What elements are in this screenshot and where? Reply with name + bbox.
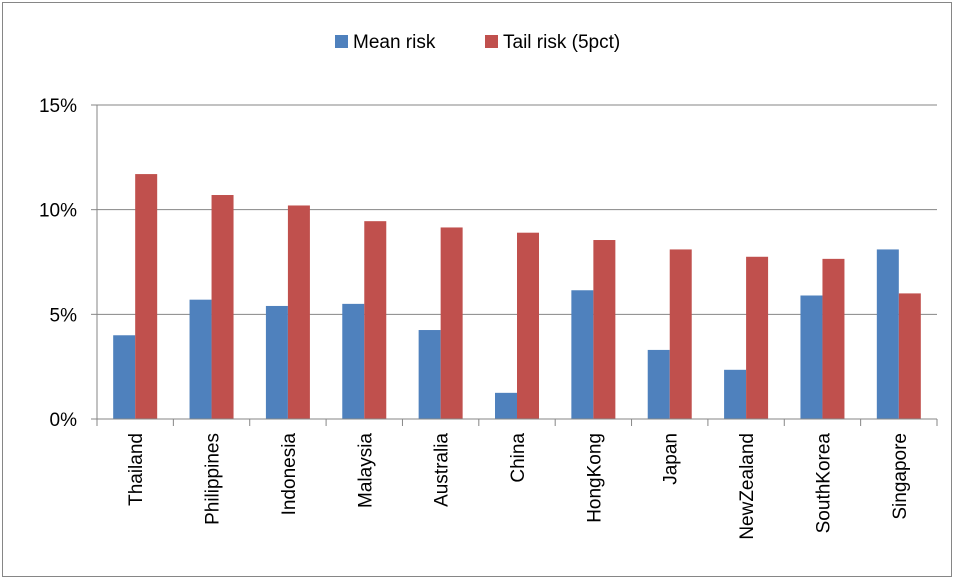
bar-tail-risk-malaysia [364, 221, 387, 419]
bar-mean-risk-hongkong [571, 290, 594, 419]
x-tick-label: Singapore [890, 433, 911, 520]
bar-tail-risk-singapore [898, 293, 921, 419]
x-tick-label: Thailand [126, 433, 147, 506]
x-tick-label: NewZealand [737, 433, 758, 540]
y-tick-label: 5% [50, 305, 78, 326]
bars [113, 174, 921, 419]
y-tick-label: 15% [39, 96, 77, 117]
y-tick-label: 10% [39, 201, 77, 222]
x-tick-label: Philippines [203, 433, 224, 525]
bar-mean-risk-australia [418, 330, 441, 419]
x-tick-label: China [508, 433, 529, 483]
bar-tail-risk-thailand [135, 174, 158, 419]
bar-mean-risk-newzealand [724, 369, 747, 419]
y-tick-label: 0% [50, 410, 78, 431]
bar-tail-risk-indonesia [287, 205, 310, 419]
x-tick-label: Japan [661, 433, 682, 485]
bar-tail-risk-southkorea [822, 258, 845, 419]
legend-label-tail-risk: Tail risk (5pct) [503, 32, 620, 53]
legend-swatch-tail-risk [485, 35, 498, 48]
x-tick-label: Indonesia [279, 433, 300, 516]
x-tick-label: Malaysia [355, 433, 376, 508]
bar-mean-risk-philippines [189, 299, 212, 419]
bar-mean-risk-southkorea [800, 295, 823, 419]
bar-tail-risk-japan [669, 249, 692, 419]
legend-swatch-mean-risk [335, 35, 348, 48]
bar-chart: 0% 5% 10% 15% Thailand Philippines Indonesia M… [39, 32, 938, 540]
bar-tail-risk-hongkong [593, 240, 616, 419]
legend: Mean risk Tail risk (5pct) [335, 32, 620, 53]
y-tick-labels: 0% 5% 10% 15% [39, 96, 77, 431]
x-tick-labels: Thailand Philippines Indonesia Malaysia Aust… [126, 433, 911, 540]
bar-tail-risk-china [517, 232, 539, 419]
axes [91, 104, 938, 426]
bar-mean-risk-indonesia [265, 305, 288, 419]
bar-mean-risk-thailand [113, 335, 136, 419]
x-tick-label: Australia [432, 433, 453, 507]
bar-mean-risk-japan [647, 349, 670, 419]
x-tick-label: HongKong [584, 433, 605, 523]
legend-label-mean-risk: Mean risk [353, 32, 436, 53]
x-tick-label: SouthKorea [813, 433, 834, 534]
bar-tail-risk-philippines [211, 195, 234, 419]
bar-mean-risk-malaysia [342, 303, 365, 419]
bar-mean-risk-china [495, 392, 517, 419]
bar-tail-risk-newzealand [746, 256, 769, 419]
bar-mean-risk-singapore [876, 249, 899, 419]
bar-tail-risk-australia [440, 227, 463, 419]
